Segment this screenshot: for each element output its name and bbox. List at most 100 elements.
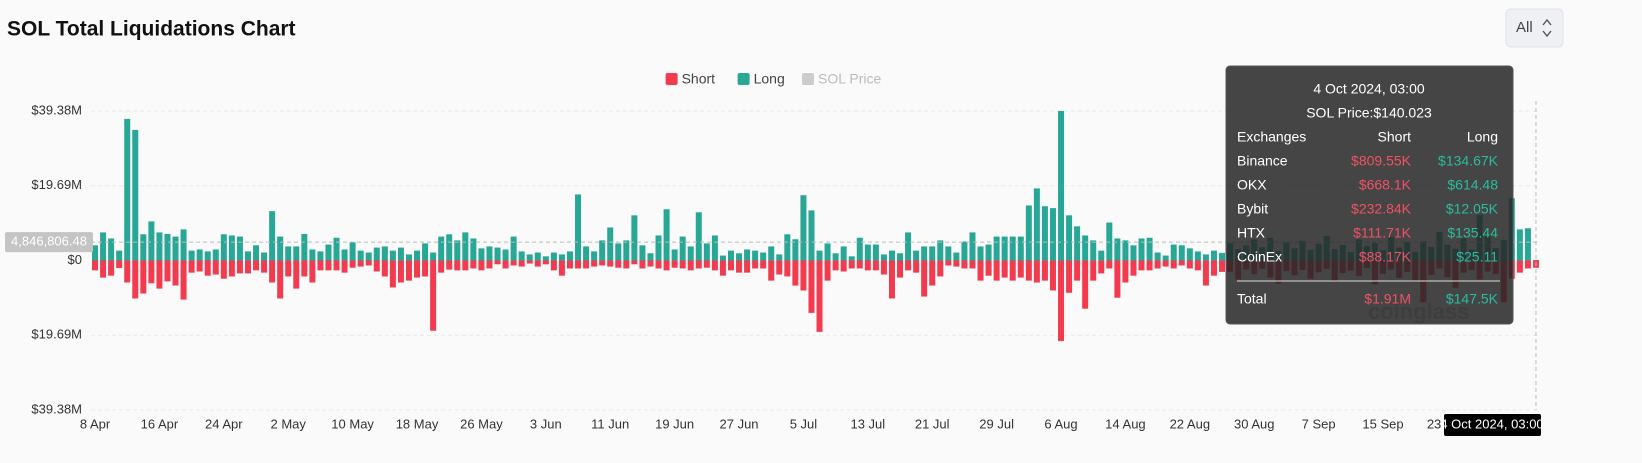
bar [1154, 252, 1161, 261]
x-tick-label: 29 Jul [979, 416, 1014, 431]
bar [800, 260, 807, 291]
bar [937, 240, 944, 261]
bar [156, 232, 163, 261]
bar [100, 232, 107, 261]
tooltip-header: Exchanges [1237, 129, 1306, 145]
bar [1049, 260, 1056, 291]
bar [1194, 260, 1201, 271]
bar [575, 260, 582, 269]
bar [695, 212, 702, 261]
y-tick-label: $19.69M [31, 177, 82, 192]
bar [840, 246, 847, 261]
bar [285, 246, 292, 261]
bar [647, 260, 654, 267]
x-tick-label: 6 Aug [1044, 416, 1077, 431]
bar [1025, 205, 1032, 261]
bar [848, 256, 855, 261]
bar [719, 255, 726, 261]
bar [244, 251, 251, 261]
bar [1001, 236, 1008, 261]
bar [124, 260, 131, 283]
bar [116, 260, 123, 269]
bar [1138, 260, 1145, 271]
bar [462, 232, 469, 261]
bar [856, 237, 863, 261]
y-tick-label: $39.38M [31, 102, 82, 117]
bar [550, 252, 557, 261]
bar [1146, 260, 1153, 271]
bar [631, 215, 638, 261]
tooltip-row: $232.84K [1351, 201, 1412, 217]
chart-title: SOL Total Liquidations Chart [7, 18, 296, 41]
bar [583, 260, 590, 269]
bar [856, 260, 863, 269]
bar [744, 249, 751, 261]
legend-item[interactable]: SOL Price [802, 71, 881, 87]
bar [502, 249, 509, 261]
legend-item[interactable]: Short [665, 71, 716, 87]
bar [196, 249, 203, 261]
bar [583, 246, 590, 261]
tooltip-row: CoinEx [1237, 249, 1282, 265]
bar [945, 246, 952, 261]
bar [1186, 260, 1193, 269]
bar [236, 236, 243, 261]
bar [727, 260, 734, 271]
x-tick-label: 15 Sep [1362, 416, 1403, 431]
bar [945, 260, 952, 266]
crosshair-x-label: 4 Oct 2024, 03:00 [1440, 416, 1543, 431]
bar [776, 254, 783, 261]
bar [1041, 206, 1048, 261]
bar [228, 235, 235, 261]
y-tick-label: $39.38M [31, 401, 82, 416]
bar [1524, 228, 1531, 261]
y-tick-label: $19.69M [31, 327, 82, 342]
bar [961, 260, 968, 269]
x-tick-label: 24 Apr [205, 416, 243, 431]
bar [897, 260, 904, 278]
bar [800, 195, 807, 261]
tooltip-header: Long [1467, 129, 1498, 145]
bar [526, 254, 533, 261]
bar [760, 252, 767, 261]
range-icon [1542, 18, 1552, 38]
bar [615, 243, 622, 261]
bar [575, 194, 582, 261]
bar [124, 118, 131, 261]
bar [180, 260, 187, 300]
bar [566, 251, 573, 261]
bar [784, 260, 791, 277]
bar [1162, 255, 1169, 261]
bar [244, 260, 251, 274]
range-selector[interactable]: All [1505, 8, 1564, 48]
bar [1170, 260, 1177, 269]
bar [293, 260, 300, 289]
bar [1058, 110, 1065, 261]
bar [864, 260, 871, 271]
bar [1210, 250, 1217, 261]
bar [1202, 260, 1209, 286]
range-button[interactable] [1505, 8, 1564, 48]
x-tick-label: 11 Jun [591, 416, 629, 431]
bar [1202, 254, 1209, 261]
bar [888, 260, 895, 299]
tooltip-row: OKX [1237, 177, 1267, 193]
x-tick-label: 14 Aug [1105, 416, 1146, 431]
tooltip: 4 Oct 2024, 03:00 SOL Price:$140.023Excha… [1225, 65, 1514, 325]
bar [1194, 251, 1201, 261]
crosshair-x-box [1444, 414, 1541, 436]
bar [897, 253, 904, 261]
range-label[interactable]: All [1516, 19, 1533, 36]
bar [639, 245, 646, 261]
tooltip-row: $135.44 [1447, 225, 1498, 241]
tooltip-row: $809.55K [1351, 153, 1412, 169]
bar [752, 250, 759, 261]
legend-item[interactable]: Long [737, 71, 785, 87]
bar [808, 210, 815, 261]
bar [277, 260, 284, 299]
bar [1186, 248, 1193, 261]
bar [1524, 260, 1531, 269]
tooltip-total: Total [1237, 291, 1267, 307]
bar [196, 260, 203, 272]
bar [542, 260, 549, 265]
